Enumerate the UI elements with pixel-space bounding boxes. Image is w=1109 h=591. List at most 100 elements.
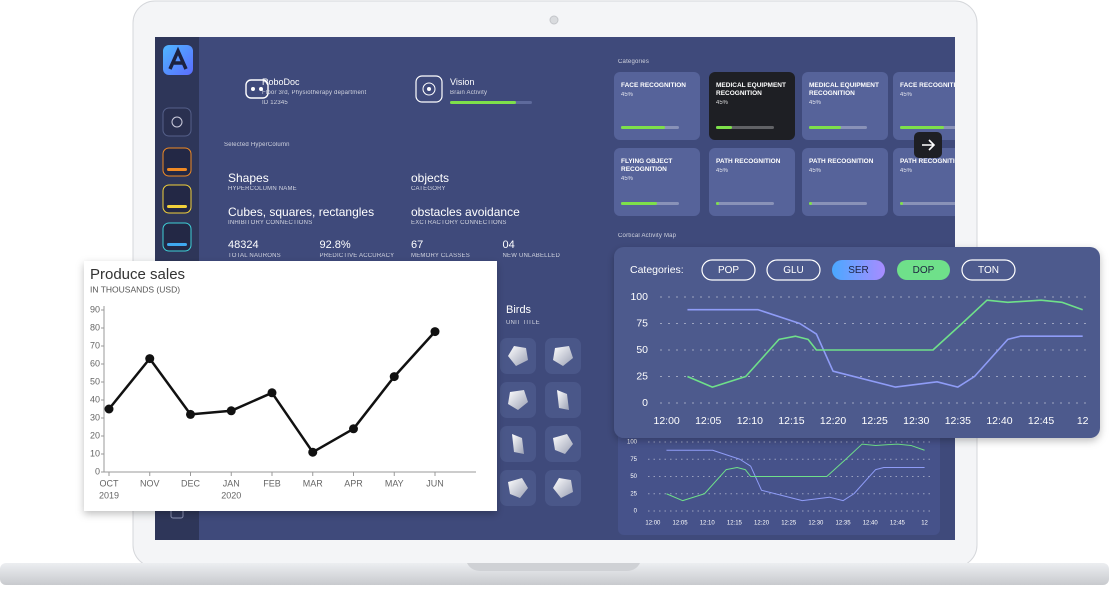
x-tick-label: 12:00: [654, 415, 680, 427]
category-card[interactable]: FACE RECOGNITION 45%: [614, 72, 700, 140]
chart-title: Produce sales: [90, 266, 185, 283]
robot-name: RoboDoc: [262, 77, 300, 87]
robot-eye: [259, 87, 263, 91]
unit-shape: [557, 390, 569, 410]
filter-pill-label: GLU: [783, 265, 804, 276]
unit-shape: [508, 346, 528, 366]
data-point: [145, 354, 155, 364]
filter-pill[interactable]: [832, 260, 885, 280]
data-line: [666, 443, 925, 502]
laptop-base: [0, 563, 1109, 585]
filter-pill[interactable]: [897, 260, 950, 280]
x-tick-label: 12:35: [836, 521, 852, 527]
category-card[interactable]: PATH RECOGNITION 45%: [709, 148, 795, 216]
x-tick-label: 12:40: [863, 521, 879, 527]
filter-pill-label: DOP: [913, 265, 935, 276]
card-progress-fill: [621, 126, 665, 129]
y-tick-label: 0: [634, 509, 638, 515]
unit-tile[interactable]: [500, 470, 536, 506]
card-value: 45%: [716, 168, 729, 174]
stat-value: 92.8%: [319, 239, 351, 251]
y-tick-label: 90: [90, 304, 100, 314]
stat-value: 67: [411, 239, 424, 251]
activity-chart-panel: [614, 247, 1100, 438]
card-title: MEDICAL EQUIPMENT RECOGNITION: [809, 82, 879, 97]
y-tick-label: 0: [95, 466, 100, 476]
y-tick-label: 50: [630, 474, 637, 480]
nav-robot[interactable]: [162, 107, 192, 137]
data-point: [308, 447, 318, 457]
data-line: [666, 449, 925, 502]
data-point: [430, 327, 440, 337]
card-title: FACE RECOGNITION: [621, 82, 687, 89]
base-notch: [467, 563, 640, 571]
field-label: CATEGORY: [411, 186, 446, 192]
y-tick-label: 75: [636, 317, 648, 329]
data-point: [226, 406, 236, 416]
card-progress-fill: [716, 202, 719, 205]
unit-tile[interactable]: [545, 382, 581, 418]
card-title: FACE RECOGNITION: [900, 82, 955, 89]
card-value: 45%: [621, 176, 634, 182]
x-tick-label: 12:15: [778, 415, 804, 427]
y-tick-label: 75: [630, 457, 637, 463]
x-tick-label: 12:35: [945, 415, 971, 427]
y-tick-label: 50: [636, 344, 648, 356]
category-card[interactable]: MEDICAL EQUIPMENT RECOGNITION 45%: [709, 72, 795, 140]
unit-tile[interactable]: [545, 338, 581, 374]
category-card[interactable]: FLYING OBJECT RECOGNITION 45%: [614, 148, 700, 216]
unit-tile[interactable]: [500, 382, 536, 418]
x-tick-label: 12:05: [673, 521, 689, 527]
card-progress-track: [809, 126, 867, 129]
activity-heading: Cortical Activity Map: [618, 233, 677, 239]
category-card[interactable]: PATH RECOGNITION 45%: [893, 148, 955, 216]
x-tick-label: 12:40: [986, 415, 1012, 427]
stat-value: 04: [502, 239, 515, 251]
unit-label: UNIT TITLE: [506, 320, 540, 326]
card-progress-fill: [716, 126, 732, 129]
robot-id: ID 12345: [262, 100, 288, 106]
next-button[interactable]: [914, 132, 942, 158]
data-point: [186, 409, 195, 419]
nav-robot-icon: [171, 116, 183, 128]
x-tick-label: APR: [344, 478, 363, 488]
unit-tile[interactable]: [545, 426, 581, 462]
card-progress-fill: [809, 126, 841, 129]
card-value: 45%: [809, 100, 822, 106]
card-title: PATH RECOGNITION: [900, 158, 955, 165]
filter-pill[interactable]: [766, 259, 821, 281]
filter-pill-label: SER: [848, 265, 869, 276]
x-tick-label: MAY: [385, 478, 404, 488]
category-card[interactable]: MEDICAL EQUIPMENT RECOGNITION 45%: [802, 72, 888, 140]
card-title: PATH RECOGNITION: [809, 158, 874, 165]
vision-icon: [415, 75, 443, 103]
card-progress-track: [900, 202, 955, 205]
card-progress-track: [809, 202, 867, 205]
stat-label: TOTAL NAURONS: [228, 253, 281, 259]
filter-pill[interactable]: [701, 259, 756, 281]
x-tick-label: OCT: [100, 478, 120, 488]
field-value: objects: [411, 171, 450, 185]
x-tick-label: 12:25: [862, 415, 888, 427]
y-tick-label: 100: [627, 440, 638, 446]
filter-pill[interactable]: [961, 259, 1016, 281]
nav-link-bar: [167, 205, 187, 208]
card-value: 45%: [900, 168, 913, 174]
x-tick-label: 12:45: [1028, 415, 1054, 427]
category-card[interactable]: FACE RECOGNITION 45%: [893, 72, 955, 140]
category-card[interactable]: PATH RECOGNITION 45%: [802, 148, 888, 216]
x-tick-label: 12:30: [903, 415, 929, 427]
y-tick-label: 25: [630, 491, 637, 497]
data-point: [349, 424, 358, 434]
unit-tile[interactable]: [545, 470, 581, 506]
card-progress-track: [716, 202, 774, 205]
card-title: MEDICAL EQUIPMENT RECOGNITION: [716, 82, 786, 97]
unit-tile[interactable]: [500, 426, 536, 462]
nav-network-bar: [167, 243, 187, 246]
x-tick-label: MAR: [303, 478, 324, 488]
x-tick-label: 12:15: [727, 521, 743, 527]
unit-tile[interactable]: [500, 338, 536, 374]
